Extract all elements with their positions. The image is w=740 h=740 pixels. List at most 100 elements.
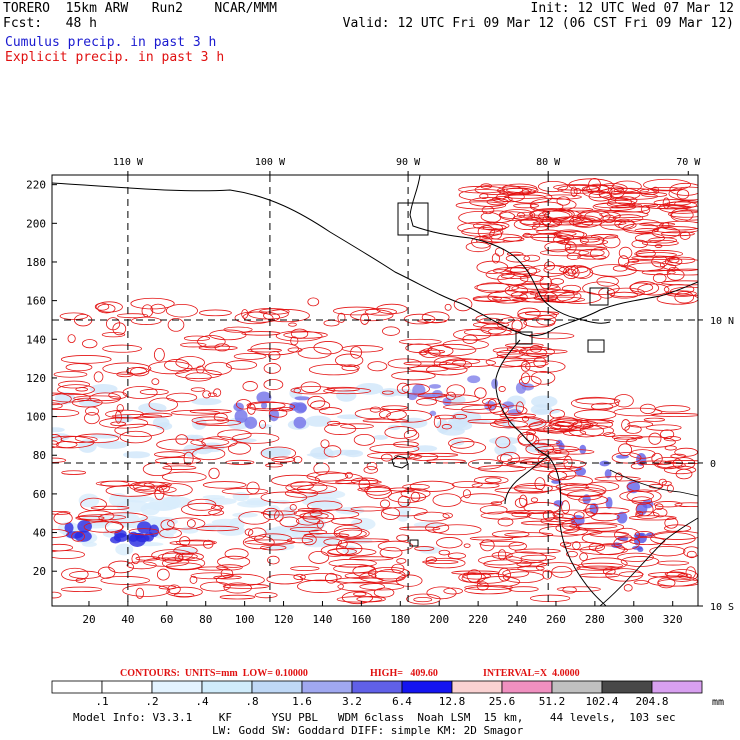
explicit-contour xyxy=(664,571,686,577)
explicit-contour xyxy=(340,423,374,429)
explicit-contour xyxy=(579,552,588,561)
explicit-contour xyxy=(221,487,269,495)
explicit-contour xyxy=(549,409,565,419)
explicit-contour xyxy=(192,447,226,461)
explicit-contour xyxy=(380,453,393,462)
explicit-contour xyxy=(476,260,509,274)
explicit-contour xyxy=(652,273,667,284)
explicit-contour xyxy=(523,502,561,514)
cumulus-patch xyxy=(180,526,199,534)
cumulus-patch xyxy=(115,543,134,556)
x-tick-label: 240 xyxy=(507,613,527,626)
explicit-contour xyxy=(391,371,436,381)
explicit-contour xyxy=(71,531,85,542)
explicit-contour xyxy=(335,353,364,367)
explicit-contour xyxy=(142,462,173,476)
explicit-contour xyxy=(674,447,698,457)
colorbar-swatch xyxy=(451,680,503,694)
colorbar-swatch xyxy=(651,680,703,694)
explicit-contour xyxy=(588,178,602,192)
explicit-contour xyxy=(242,311,281,323)
explicit-contour xyxy=(664,445,677,451)
explicit-contour xyxy=(129,481,168,492)
cumulus-patch xyxy=(467,375,481,384)
explicit-contour xyxy=(612,214,644,223)
explicit-contour xyxy=(387,358,422,369)
plot-frame xyxy=(51,174,699,607)
explicit-contour xyxy=(506,460,540,468)
explicit-contour xyxy=(570,186,578,197)
explicit-contour xyxy=(518,375,542,388)
explicit-contour xyxy=(577,254,607,260)
explicit-contour xyxy=(585,503,598,517)
explicit-contour xyxy=(606,287,645,298)
explicit-contour xyxy=(639,222,676,227)
explicit-contour xyxy=(480,539,495,552)
explicit-contour xyxy=(542,569,553,580)
explicit-contour xyxy=(665,290,697,297)
explicit-contour xyxy=(353,591,367,597)
explicit-contour xyxy=(529,594,571,602)
explicit-contour xyxy=(71,397,103,408)
cumulus-patch xyxy=(256,391,272,404)
explicit-contour xyxy=(571,264,579,274)
explicit-contour xyxy=(189,575,198,584)
explicit-contour xyxy=(529,208,575,221)
explicit-contour xyxy=(585,481,620,492)
explicit-contour xyxy=(496,353,548,360)
explicit-contour xyxy=(290,481,314,491)
cumulus-patch xyxy=(78,493,100,508)
cumulus-patch xyxy=(52,427,65,433)
explicit-contour xyxy=(603,432,616,437)
explicit-contour xyxy=(246,403,256,415)
cumulus-patch xyxy=(148,516,179,527)
colorbar-swatch xyxy=(151,680,203,694)
explicit-contour xyxy=(651,255,669,268)
explicit-contour xyxy=(382,326,400,336)
explicit-contour xyxy=(496,453,513,463)
explicit-contour xyxy=(413,511,450,522)
explicit-contour xyxy=(559,486,606,498)
explicit-contour xyxy=(556,196,571,206)
explicit-contour xyxy=(519,494,528,507)
explicit-contour xyxy=(520,554,556,561)
colorbar-swatch xyxy=(401,680,453,694)
cumulus-patch xyxy=(293,416,307,429)
y-tick-label: 100 xyxy=(26,411,46,424)
explicit-contour xyxy=(639,188,659,195)
cumulus-patch xyxy=(247,497,264,504)
explicit-contour xyxy=(504,267,529,273)
cumulus-patch xyxy=(89,383,118,394)
model-info-line2: LW: Godd SW: Goddard DIFF: simple KM: 2D… xyxy=(212,724,524,737)
explicit-contour xyxy=(265,463,283,468)
explicit-contour xyxy=(198,345,238,351)
explicit-contour xyxy=(648,432,662,445)
explicit-contour xyxy=(530,497,539,503)
explicit-contour xyxy=(290,386,336,395)
explicit-contour xyxy=(283,331,328,339)
explicit-contour xyxy=(544,448,570,459)
explicit-contour xyxy=(97,566,116,579)
nest-boxes xyxy=(397,202,609,353)
explicit-contour xyxy=(108,391,128,400)
explicit-contour xyxy=(477,465,527,473)
cumulus-patch xyxy=(605,496,613,509)
explicit-contour xyxy=(657,578,698,587)
explicit-contour xyxy=(279,516,300,528)
explicit-contour xyxy=(660,429,675,440)
explicit-contour xyxy=(52,409,80,417)
explicit-contour xyxy=(589,247,610,260)
explicit-contour xyxy=(641,239,679,247)
explicit-contour xyxy=(334,524,363,538)
colorbar-label: 12.8 xyxy=(439,695,466,708)
explicit-contour xyxy=(552,509,595,520)
model-title: TORERO 15km ARW Run2 NCAR/MMM xyxy=(3,1,277,16)
explicit-contour xyxy=(634,531,654,537)
explicit-contour xyxy=(219,594,256,600)
colorbar-swatch xyxy=(551,680,603,694)
explicit-contour xyxy=(523,254,541,262)
explicit-contour xyxy=(224,548,249,560)
explicit-contour xyxy=(467,458,503,470)
explicit-contour xyxy=(649,187,683,192)
explicit-contour xyxy=(289,504,297,511)
